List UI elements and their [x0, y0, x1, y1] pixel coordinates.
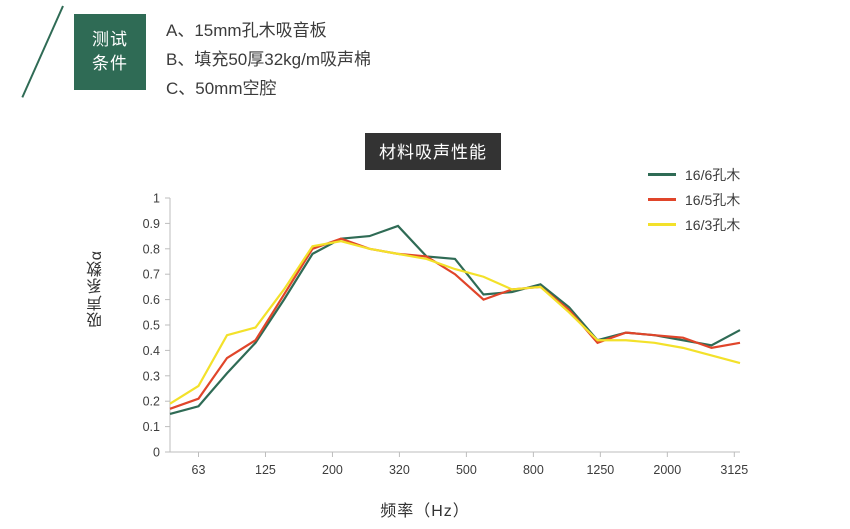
legend-label-1: 16/5孔木 — [685, 191, 741, 208]
y-tick-label: 0.3 — [143, 369, 160, 383]
y-tick-label: 0.5 — [143, 319, 160, 333]
condition-item-a: A、15mm孔木吸音板 — [166, 21, 327, 40]
y-tick-label: 0.7 — [143, 268, 160, 282]
series-line-1 — [169, 237, 741, 410]
chart-legend: 16/6孔木 16/5孔木 16/3孔木 — [648, 162, 740, 237]
x-tick-label: 3125 — [720, 463, 748, 477]
legend-swatch-2 — [648, 223, 676, 226]
legend-item-2: 16/3孔木 — [648, 212, 740, 237]
legend-swatch-1 — [648, 198, 676, 201]
chart-series-group — [169, 224, 741, 415]
series-line-2 — [169, 240, 741, 405]
chart-axes — [169, 198, 740, 453]
y-tick-label: 0.6 — [143, 293, 160, 307]
y-tick-label: 0.9 — [143, 217, 160, 231]
x-tick-label: 1250 — [586, 463, 614, 477]
y-tick-label: 0.8 — [143, 242, 160, 256]
badge-line-2: 条件 — [92, 54, 128, 73]
y-tick-label: 0.4 — [143, 344, 160, 358]
legend-swatch-0 — [648, 173, 676, 176]
x-tick-label: 320 — [389, 463, 410, 477]
x-tick-label: 125 — [255, 463, 276, 477]
legend-item-1: 16/5孔木 — [648, 187, 740, 212]
condition-item-c: C、50mm空腔 — [166, 79, 277, 98]
y-tick-label: 0.1 — [143, 420, 160, 434]
series-line-0 — [169, 224, 741, 415]
badge-line-1: 测试 — [92, 30, 128, 49]
y-tick-label: 1 — [153, 192, 160, 206]
x-tick-label: 500 — [456, 463, 477, 477]
x-tick-label: 200 — [322, 463, 343, 477]
x-axis-label: 频率（Hz） — [380, 503, 470, 520]
legend-label-0: 16/6孔木 — [685, 166, 741, 183]
legend-label-2: 16/3孔木 — [685, 216, 741, 233]
test-conditions-list: A、15mm孔木吸音板 B、填充50厚32kg/m吸声棉 C、50mm空腔 — [166, 16, 596, 103]
test-conditions-header: 测试 条件 A、15mm孔木吸音板 B、填充50厚32kg/m吸声棉 C、50m… — [0, 0, 850, 120]
x-tick-label: 63 — [192, 463, 206, 477]
x-tick-label: 2000 — [653, 463, 681, 477]
y-tick-label: 0.2 — [143, 395, 160, 409]
x-tick-label: 800 — [523, 463, 544, 477]
condition-item-b: B、填充50厚32kg/m吸声棉 — [166, 50, 371, 69]
test-conditions-badge: 测试 条件 — [74, 14, 146, 90]
y-axis-label: 吸声系数α — [88, 250, 105, 329]
y-tick-label: 0 — [153, 446, 160, 460]
legend-item-0: 16/6孔木 — [648, 162, 740, 187]
y-axis-ticks: 0 0.1 0.2 0.3 0.4 0.5 0.6 0.7 0.8 0.9 1 — [143, 192, 170, 460]
chart-title: 材料吸声性能 — [365, 133, 501, 170]
x-axis-ticks: 63 125 200 320 500 800 1250 2000 3125 — [192, 452, 748, 477]
